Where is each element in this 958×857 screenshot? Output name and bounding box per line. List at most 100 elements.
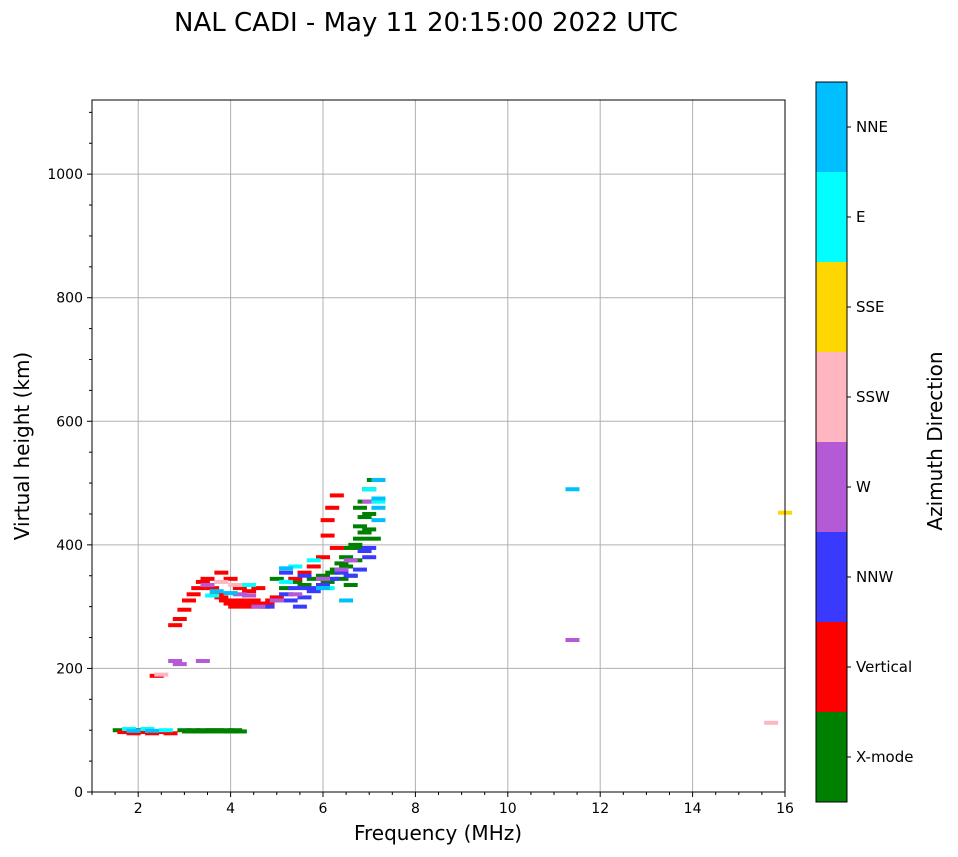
data-point-w: [251, 604, 266, 609]
colorbar-segment: [816, 352, 847, 442]
data-point-nne: [565, 487, 580, 492]
data-point-nne: [126, 728, 141, 733]
colorbar-label: SSW: [856, 388, 890, 406]
y-tick-label: 0: [74, 785, 83, 801]
x-tick-label: 2: [134, 801, 143, 817]
data-point-e: [242, 583, 257, 588]
data-point-vertical: [251, 586, 266, 591]
data-point-w: [343, 558, 358, 563]
data-point-ssw: [214, 579, 229, 584]
x-tick-label: 10: [499, 801, 517, 817]
data-point-vertical: [117, 730, 132, 735]
data-point-nne: [371, 477, 386, 482]
data-point-vertical: [297, 570, 312, 575]
y-axis-title: Virtual height (km): [10, 352, 34, 541]
data-point-x-mode: [320, 579, 335, 584]
data-point-x-mode: [357, 530, 372, 535]
data-point-nnw: [352, 567, 367, 572]
data-point-w: [334, 567, 349, 572]
colorbar-segment: [816, 262, 847, 352]
chart-title: NAL CADI - May 11 20:15:00 2022 UTC: [174, 8, 678, 38]
data-point-w: [269, 598, 284, 603]
x-tick-label: 8: [411, 801, 420, 817]
data-point-nne: [145, 728, 160, 733]
data-point-w: [168, 659, 183, 664]
data-point-ssw: [764, 720, 779, 725]
data-point-x-mode: [352, 524, 367, 529]
data-point-x-mode: [357, 515, 372, 520]
colorbar-segment: [816, 82, 847, 172]
data-point-nne: [316, 586, 330, 591]
data-point-nne: [223, 591, 238, 596]
data-point-nne: [371, 505, 386, 510]
data-point-nnw: [279, 570, 294, 575]
data-point-x-mode: [339, 564, 354, 569]
data-point-nnw: [260, 604, 275, 609]
x-tick-label: 14: [684, 801, 702, 817]
data-point-x-mode: [334, 561, 349, 566]
data-point-vertical: [182, 598, 197, 603]
y-tick-label: 400: [56, 538, 83, 554]
data-point-vertical: [218, 598, 233, 603]
plot-area-frame: [91, 99, 786, 793]
data-point-x-mode: [232, 729, 247, 734]
data-point-nnw: [292, 604, 307, 609]
data-point-e: [158, 728, 173, 733]
data-point-vertical: [320, 533, 335, 538]
data-point-x-mode: [288, 579, 303, 584]
data-point-vertical: [223, 601, 238, 606]
grid-lines: [92, 100, 786, 793]
y-tick-label: 600: [56, 414, 83, 430]
colorbar-title: Azimuth Direction: [923, 351, 947, 530]
data-point-e: [288, 564, 303, 569]
data-point-vertical: [223, 576, 238, 581]
data-point-w: [242, 593, 257, 598]
data-point-vertical: [168, 623, 183, 628]
data-point-vertical: [242, 589, 257, 594]
data-point-nnw: [283, 598, 298, 603]
data-point-e: [306, 558, 321, 563]
colorbar-segment: [816, 442, 847, 532]
data-point-vertical: [288, 576, 303, 581]
data-points: [112, 477, 792, 736]
data-point-ssw: [228, 583, 243, 588]
data-point-x-mode: [343, 545, 358, 550]
data-point-w: [195, 659, 210, 664]
data-point-x-mode: [339, 555, 354, 560]
data-point-nne: [209, 589, 224, 594]
data-point-x-mode: [306, 576, 321, 581]
data-point-nnw: [316, 583, 330, 588]
data-point-vertical: [195, 579, 210, 584]
colorbar-label: X-mode: [856, 748, 913, 766]
data-point-x-mode: [279, 586, 294, 591]
y-tick-label: 200: [56, 661, 83, 677]
data-point-vertical: [163, 731, 178, 736]
data-point-e: [362, 487, 377, 492]
data-point-nnw: [357, 549, 372, 554]
data-point-x-mode: [352, 536, 367, 541]
data-point-vertical: [242, 604, 257, 609]
data-point-x-mode: [325, 570, 340, 575]
colorbar-frame: [815, 81, 848, 803]
data-point-e: [279, 579, 294, 584]
data-point-x-mode: [334, 576, 349, 581]
data-point-nnw: [343, 573, 358, 578]
colorbar-label: Vertical: [856, 658, 912, 676]
data-point-vertical: [214, 595, 229, 600]
data-point-x-mode: [366, 536, 381, 541]
data-point-nne: [279, 566, 294, 571]
y-tick-label: 1000: [47, 167, 83, 183]
data-point-vertical: [145, 731, 160, 736]
colorbar-label: E: [856, 208, 865, 226]
data-point-vertical: [205, 586, 220, 591]
data-point-nnw: [362, 545, 377, 550]
colorbar-label: NNW: [856, 568, 893, 586]
data-point-vertical: [135, 730, 150, 735]
data-point-w: [200, 583, 215, 588]
data-point-vertical: [200, 576, 215, 581]
data-point-x-mode: [362, 527, 377, 532]
data-point-nne: [371, 518, 386, 523]
x-tick-label: 12: [591, 801, 609, 817]
data-point-w: [288, 592, 303, 597]
